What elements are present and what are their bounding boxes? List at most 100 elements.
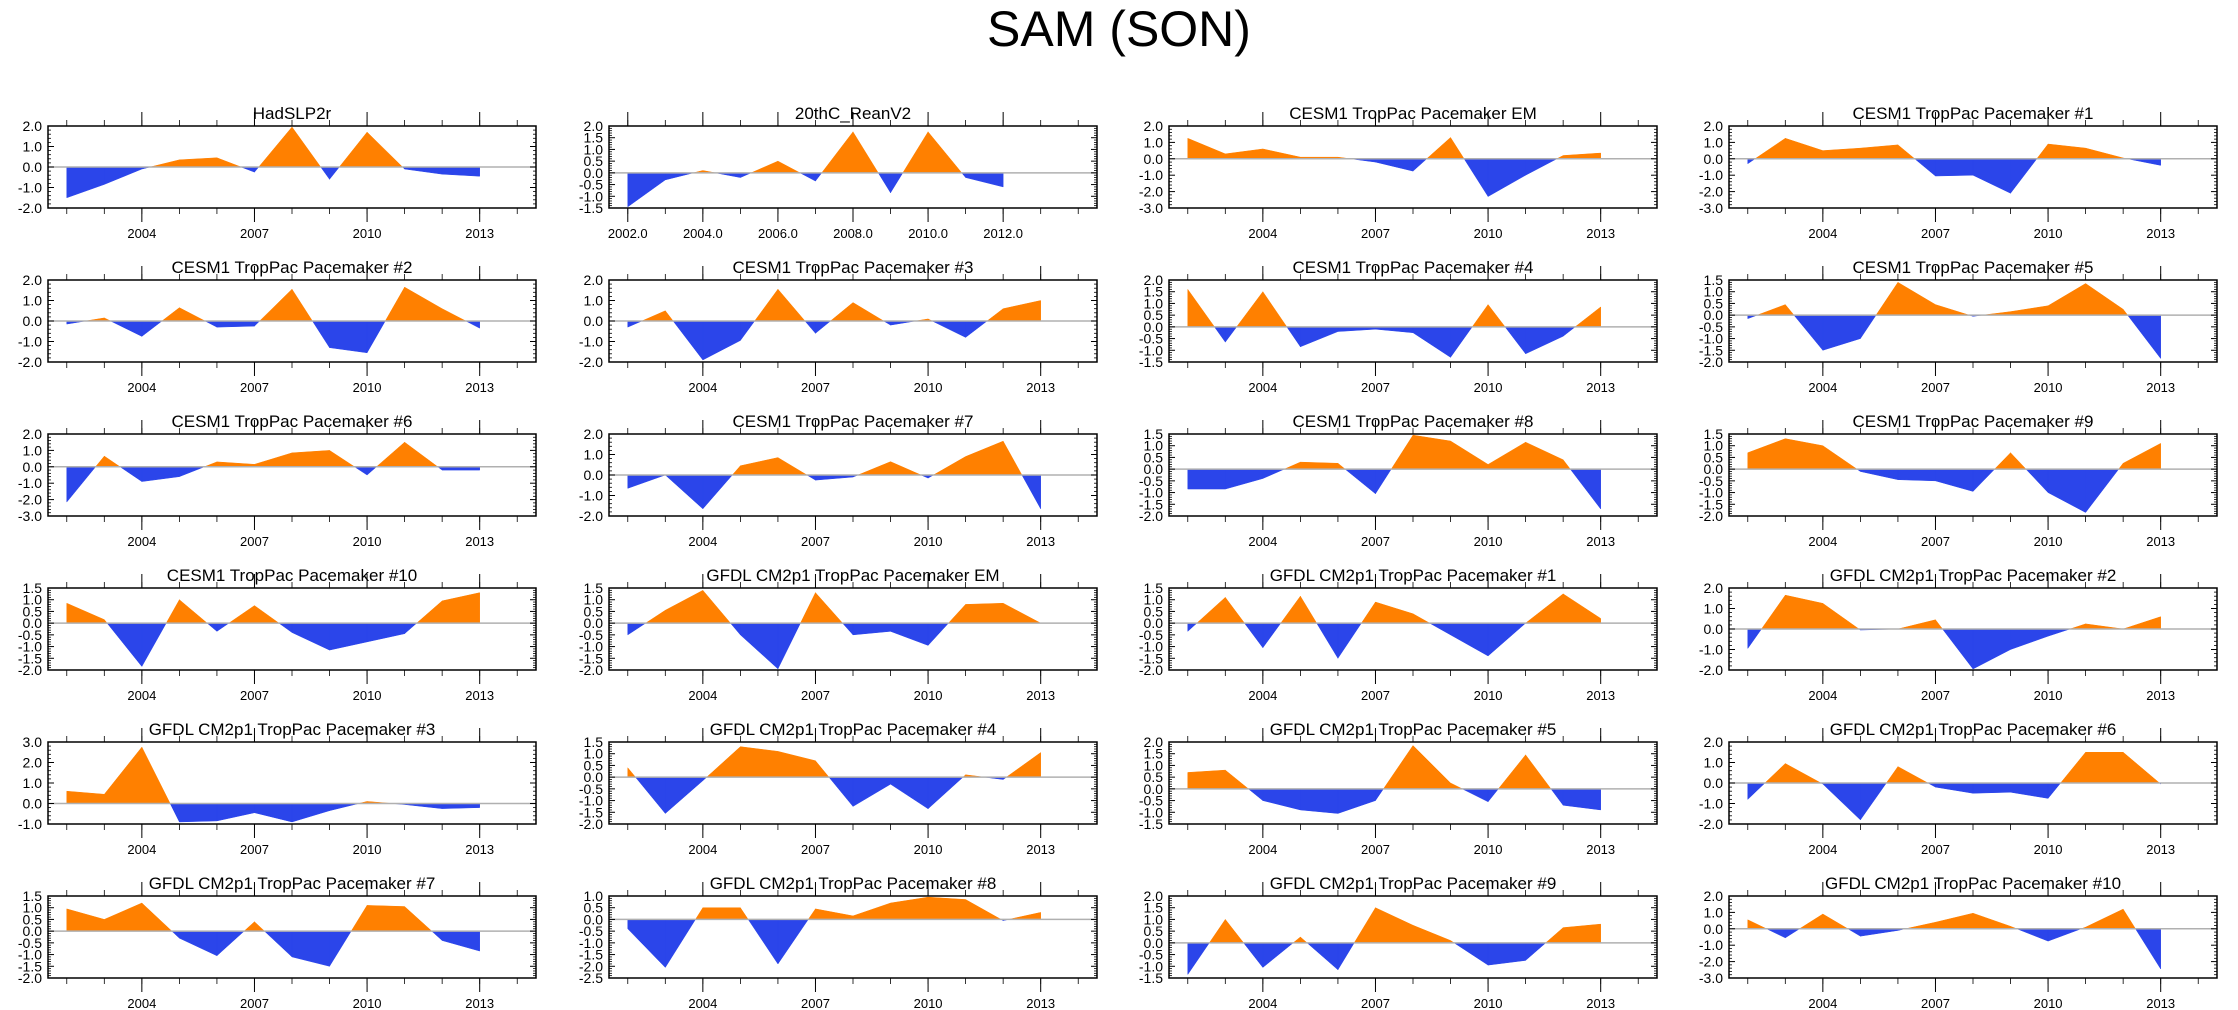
x-tick-label: 2010 <box>1474 996 1503 1010</box>
y-tick-label: -0.5 <box>1139 793 1163 809</box>
y-tick-label: 0.0 <box>1144 151 1164 167</box>
panel-title: GFDL CM2p1 TropPac Pacemaker #5 <box>1270 720 1557 739</box>
y-tick-label: 0.0 <box>1704 775 1724 791</box>
negative-area <box>627 622 950 670</box>
x-tick-label: 2010 <box>2034 380 2063 395</box>
y-tick-label: -1.0 <box>1699 642 1723 658</box>
x-tick-label: 2007 <box>801 534 830 549</box>
y-tick-label: 0.0 <box>1704 921 1724 937</box>
panel-title: GFDL CM2p1 TropPac Pacemaker #7 <box>149 874 436 893</box>
y-tick-label: 1.0 <box>1144 592 1164 608</box>
y-tick-label: 0.0 <box>584 165 604 181</box>
y-tick-label: -1.5 <box>1699 342 1723 358</box>
y-tick-label: 1.0 <box>23 900 43 916</box>
y-tick-label: -1.5 <box>579 650 603 666</box>
y-tick-label: 0.0 <box>1704 621 1724 637</box>
x-tick-label: 2004 <box>127 226 156 241</box>
y-tick-label: 2.0 <box>584 272 604 288</box>
positive-area <box>641 288 1041 322</box>
positive-area <box>1208 906 1601 944</box>
x-tick-label: 2002.0 <box>608 226 648 241</box>
panel-title: CESM1 TropPac Pacemaker #6 <box>172 412 413 431</box>
y-tick-label: 0.5 <box>23 911 43 927</box>
y-tick-label: 0.5 <box>584 757 604 773</box>
y-tick-label: -1.0 <box>579 334 603 350</box>
x-tick-label: 2010 <box>914 380 943 395</box>
y-tick-label: 1.0 <box>584 141 604 157</box>
panel-title: GFDL CM2p1 TropPac Pacemaker #3 <box>149 720 436 739</box>
y-tick-label: -1.5 <box>1699 496 1723 512</box>
x-tick-label: 2007 <box>1361 226 1390 241</box>
panel: CESM1 TropPac Pacemaker #101.51.00.50.0-… <box>18 566 537 703</box>
panel: 20thC_ReanV22.01.51.00.50.0-0.5-1.0-1.52… <box>579 104 1098 241</box>
x-tick-label: 2013 <box>1586 380 1615 395</box>
x-tick-label: 2004 <box>1808 842 1837 857</box>
positive-area <box>66 746 393 804</box>
y-tick-label: -1.0 <box>579 488 603 504</box>
y-tick-label: -3.0 <box>1699 200 1723 216</box>
negative-area <box>106 622 418 668</box>
y-tick-label: 1.0 <box>1144 438 1164 454</box>
y-tick-label: -2.0 <box>1699 354 1723 370</box>
y-tick-label: -2.0 <box>1699 954 1723 970</box>
y-tick-label: 0.0 <box>1144 615 1164 631</box>
negative-area <box>66 320 480 354</box>
positive-area <box>731 440 1023 476</box>
negative-area <box>627 474 1041 510</box>
y-tick-label: -1.5 <box>1139 970 1163 986</box>
y-tick-label: -1.0 <box>1699 485 1723 501</box>
y-tick-label: -1.5 <box>1139 816 1163 832</box>
y-tick-label: 1.0 <box>584 592 604 608</box>
y-tick-label: 1.0 <box>1704 284 1724 300</box>
y-tick-label: 0.5 <box>584 900 604 916</box>
x-tick-label: 2013 <box>465 226 494 241</box>
x-tick-label: 2013 <box>1586 534 1615 549</box>
y-tick-label: 2.0 <box>1144 888 1164 904</box>
x-tick-label: 2004 <box>127 688 156 703</box>
negative-area <box>1747 158 2161 194</box>
y-tick-label: 1.0 <box>23 775 43 791</box>
negative-area <box>1766 928 2161 970</box>
panel-title: CESM1 TropPac Pacemaker #9 <box>1853 412 2094 431</box>
panel: GFDL CM2p1 TropPac Pacemaker EM 1.51.00.5… <box>579 566 1098 703</box>
y-tick-label: -0.5 <box>1699 473 1723 489</box>
panel-title: CESM1 TropPac Pacemaker #8 <box>1293 412 1534 431</box>
panel-title: CESM1 TropPac Pacemaker EM <box>1289 104 1537 123</box>
y-tick-label: -1.0 <box>579 188 603 204</box>
y-tick-label: -2.0 <box>579 354 603 370</box>
x-tick-label: 2007 <box>1361 996 1390 1010</box>
x-tick-label: 2010 <box>1474 688 1503 703</box>
positive-area <box>1187 288 1601 328</box>
y-tick-label: -0.5 <box>579 781 603 797</box>
y-tick-label: 1.5 <box>1144 426 1164 442</box>
y-tick-label: -1.5 <box>1139 354 1163 370</box>
x-tick-label: 2013 <box>1026 380 1055 395</box>
x-tick-label: 2013 <box>1026 996 1055 1010</box>
y-tick-label: 1.0 <box>1144 134 1164 150</box>
y-tick-label: -2.0 <box>579 662 603 678</box>
panel-title: GFDL CM2p1 TropPac Pacemaker #1 <box>1270 566 1557 585</box>
x-tick-label: 2007 <box>1921 380 1950 395</box>
y-tick-label: 3.0 <box>23 734 43 750</box>
x-tick-label: 2010 <box>353 996 382 1010</box>
y-tick-label: 0.0 <box>1144 319 1164 335</box>
panel-title: GFDL CM2p1 TropPac Pacemaker #8 <box>710 874 997 893</box>
x-tick-label: 2004 <box>1248 380 1277 395</box>
x-tick-label: 2010 <box>1474 226 1503 241</box>
y-tick-label: -2.0 <box>18 662 42 678</box>
y-tick-label: 0.0 <box>23 923 43 939</box>
negative-area <box>627 320 988 361</box>
y-tick-label: 2.0 <box>584 118 604 134</box>
panel: CESM1 TropPac Pacemaker #4 2.01.51.00.50.… <box>1139 258 1658 395</box>
x-tick-label: 2013 <box>465 380 494 395</box>
x-tick-label: 2004 <box>127 380 156 395</box>
x-tick-label: 2007 <box>1361 534 1390 549</box>
y-tick-label: -2.0 <box>1139 184 1163 200</box>
x-tick-label: 2007 <box>240 226 269 241</box>
y-tick-label: -1.0 <box>1139 167 1163 183</box>
y-tick-label: -1.0 <box>579 793 603 809</box>
y-tick-label: 0.0 <box>23 313 43 329</box>
panel: CESM1 TropPac Pacemaker #7 2.0 1.0 0.0 -1.0 -… <box>579 412 1098 549</box>
y-tick-label: 0.5 <box>23 603 43 619</box>
x-tick-label: 2007 <box>1361 380 1390 395</box>
